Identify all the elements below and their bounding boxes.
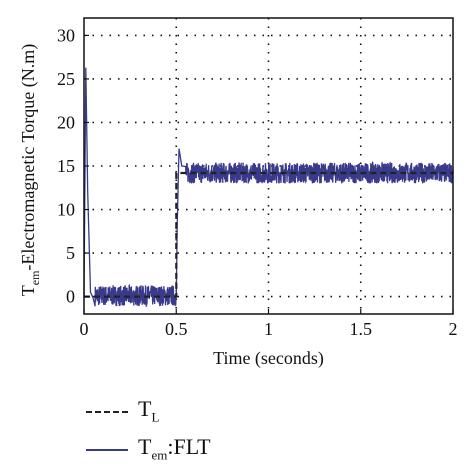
x-tick-label: 0.5 xyxy=(165,319,188,339)
series-layer xyxy=(83,67,454,308)
legend-label-tem-base: T xyxy=(138,434,152,459)
legend-item-tl: TL xyxy=(86,395,386,433)
x-tick-label: 1 xyxy=(264,319,273,339)
legend-label-tl-sub: L xyxy=(151,409,160,425)
legend: TL Tem:FLT xyxy=(86,395,386,471)
series-line-tem-flt xyxy=(83,67,454,308)
legend-label-tem-rest: :FLT xyxy=(167,434,211,459)
legend-label-tem-sub: em xyxy=(151,447,168,463)
y-tick-label: 25 xyxy=(57,69,75,89)
y-axis-label-base: T xyxy=(18,285,38,296)
y-tick-label: 0 xyxy=(66,287,75,307)
x-tick-label: 2 xyxy=(449,319,458,339)
x-tick-label: 0 xyxy=(80,319,89,339)
x-axis-label: Time (seconds) xyxy=(213,348,324,369)
legend-item-tem: Tem:FLT xyxy=(86,433,386,471)
y-tick-label: 20 xyxy=(57,112,75,132)
y-axis-label-rest: -Electromagnetic Torque (N.m) xyxy=(18,44,39,271)
y-tick-label: 10 xyxy=(57,200,75,220)
y-axis-label-sub: em xyxy=(28,270,42,285)
legend-label-tl-base: T xyxy=(138,396,152,421)
y-axis-ticks: 0 5 10 15 20 25 30 xyxy=(57,25,89,307)
dashed-line-swatch xyxy=(86,411,128,413)
x-tick-label: 1.5 xyxy=(350,319,373,339)
series-line-tl xyxy=(84,171,453,298)
y-tick-label: 5 xyxy=(66,243,75,263)
legend-label-tl: TL xyxy=(138,395,159,431)
y-tick-label: 15 xyxy=(57,156,75,176)
torque-chart: 0 0.5 1 1.5 2 0 5 10 15 20 25 30 Time (seconds) Te… xyxy=(18,17,458,369)
solid-line-swatch xyxy=(86,449,128,451)
x-axis-ticks: 0 0.5 1 1.5 2 xyxy=(80,309,458,339)
y-axis-label: Tem-Electromagnetic Torque (N.m) xyxy=(18,44,42,297)
legend-label-tem: Tem:FLT xyxy=(138,433,211,469)
y-tick-label: 30 xyxy=(57,25,75,45)
